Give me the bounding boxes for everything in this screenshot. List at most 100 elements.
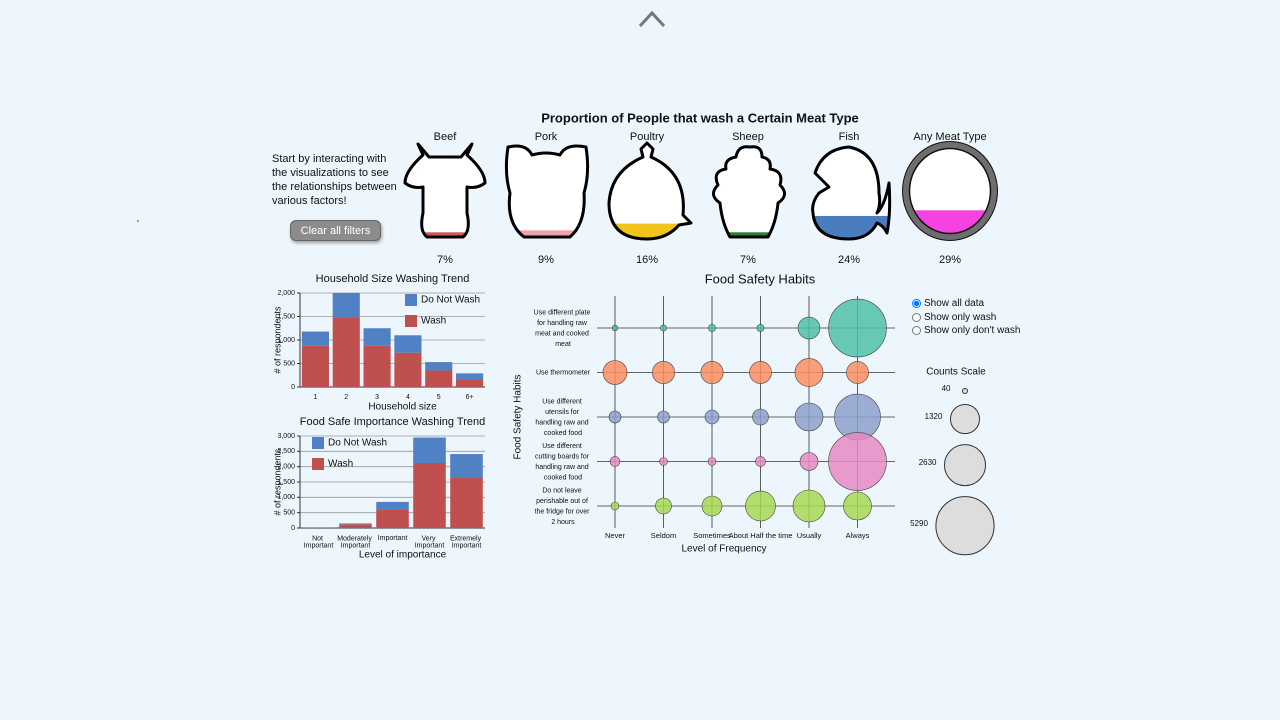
meat-icon — [811, 145, 892, 241]
legend-swatch — [312, 458, 324, 470]
value-label: 7% — [437, 254, 453, 266]
radio-group: Show all data Show only wash Show only don… — [910, 297, 1020, 338]
bubble — [828, 298, 887, 358]
radio-label: Show only wash — [924, 311, 997, 323]
bubble — [846, 361, 869, 384]
size-legend-label: 40 — [942, 384, 951, 393]
radio-input[interactable] — [912, 312, 921, 322]
dot — [137, 220, 139, 222]
bar-segment — [376, 501, 409, 510]
bubble — [756, 324, 765, 332]
x-axis-label: Household size — [368, 402, 437, 413]
fill-level — [405, 232, 485, 237]
y-tick-label: 1,000 — [277, 494, 295, 501]
x-tick-label: Moderately Important — [337, 535, 374, 549]
legend-swatch — [405, 315, 417, 327]
category-label: Any Meat Type — [913, 131, 986, 143]
y-axis-label: # of respondents — [272, 306, 282, 374]
legend-swatch — [405, 294, 417, 306]
value-label: 7% — [740, 254, 756, 266]
x-tick-label: 3 — [375, 394, 379, 401]
chart-title: Food Safe Importance Washing Trend — [300, 416, 485, 428]
bubble — [657, 410, 670, 424]
meat-icon — [607, 141, 693, 241]
fill-level — [713, 232, 785, 237]
bubble — [755, 456, 766, 467]
radio-input[interactable] — [912, 326, 921, 336]
size-legend-label: 5290 — [910, 519, 928, 528]
y-tick-label: 0 — [291, 525, 295, 532]
size-legend-label: 1320 — [925, 412, 943, 421]
x-tick-label: Extremely Important — [450, 535, 483, 549]
bubble — [752, 408, 769, 426]
y-axis-label: Food Safety Habits — [513, 374, 524, 459]
radio-label: Show all data — [924, 298, 985, 310]
bubble — [660, 324, 667, 332]
legend-label: Wash — [421, 316, 446, 327]
bar-segment — [301, 331, 329, 346]
legend-label: Wash — [328, 459, 353, 470]
bar-segment — [394, 352, 422, 387]
radio-option[interactable]: Show only wash — [910, 311, 1020, 325]
y-tick-label: 0 — [291, 384, 295, 391]
bar-segment — [363, 328, 391, 346]
x-tick-label: Not Important — [304, 535, 334, 549]
x-tick-label: 6+ — [466, 394, 474, 401]
x-tick-label: Never — [605, 531, 626, 540]
bar-segment — [425, 362, 453, 371]
radio-label: Show only don't wash — [924, 325, 1021, 337]
category-label: Pork — [535, 131, 558, 143]
meat-icon — [504, 144, 590, 239]
category-label: Poultry — [630, 131, 665, 143]
bar-segment — [394, 335, 422, 353]
chart-title: Household Size Washing Trend — [316, 273, 470, 285]
bubble — [700, 361, 724, 384]
x-tick-label: Important — [378, 535, 408, 542]
bar-segment — [425, 370, 453, 387]
value-label: 9% — [538, 254, 554, 266]
radio-input[interactable] — [912, 299, 921, 309]
size-legend-circle — [935, 496, 995, 556]
y-tick-label: 500 — [283, 510, 295, 517]
bubble — [707, 457, 717, 466]
x-tick-label: Sometimes — [693, 531, 731, 540]
y-tick-label: 2,500 — [277, 448, 295, 455]
value-label: 24% — [838, 254, 860, 266]
radio-option[interactable]: Show all data — [910, 297, 1020, 311]
legend-label: Do Not Wash — [421, 295, 480, 306]
bubble — [828, 432, 887, 491]
size-legend-title: Counts Scale — [926, 367, 986, 378]
bubble — [609, 456, 621, 467]
ring-outline — [902, 141, 998, 241]
bubble — [701, 495, 723, 517]
bubble — [608, 410, 622, 424]
silhouette — [713, 146, 785, 237]
bubble — [749, 361, 772, 384]
bar-segment — [456, 379, 484, 387]
x-tick-label: 2 — [344, 394, 348, 401]
radio-option[interactable]: Show only don't wash — [910, 324, 1020, 338]
y-axis-label: # of respondents — [272, 448, 282, 516]
size-legend-circle — [961, 387, 969, 395]
y-tick-label: Use different utensils for handling raw … — [535, 398, 590, 437]
bubble — [704, 409, 720, 425]
bar-segment — [301, 345, 329, 387]
y-tick-label: Do not leave perishable out of the fridg… — [535, 487, 592, 526]
scroll-up-caret[interactable] — [638, 10, 666, 28]
meat-icon — [403, 142, 487, 239]
silhouette — [506, 146, 588, 237]
outline — [908, 147, 992, 235]
category-label: Sheep — [732, 131, 764, 143]
intro-text: Start by interacting with the visualizat… — [272, 153, 397, 207]
bubble — [797, 316, 821, 340]
x-axis-label: Level of importance — [359, 550, 447, 561]
x-tick-label: Always — [846, 531, 870, 540]
bar-segment — [376, 509, 409, 528]
bar-segment — [413, 437, 446, 463]
x-tick-label: 4 — [406, 394, 410, 401]
clear-filters-button[interactable]: Clear all filters — [290, 220, 381, 241]
x-tick-label: 5 — [437, 394, 441, 401]
size-legend-circle — [949, 404, 981, 435]
bar-segment — [363, 345, 391, 387]
x-tick-label: Usually — [797, 531, 822, 540]
